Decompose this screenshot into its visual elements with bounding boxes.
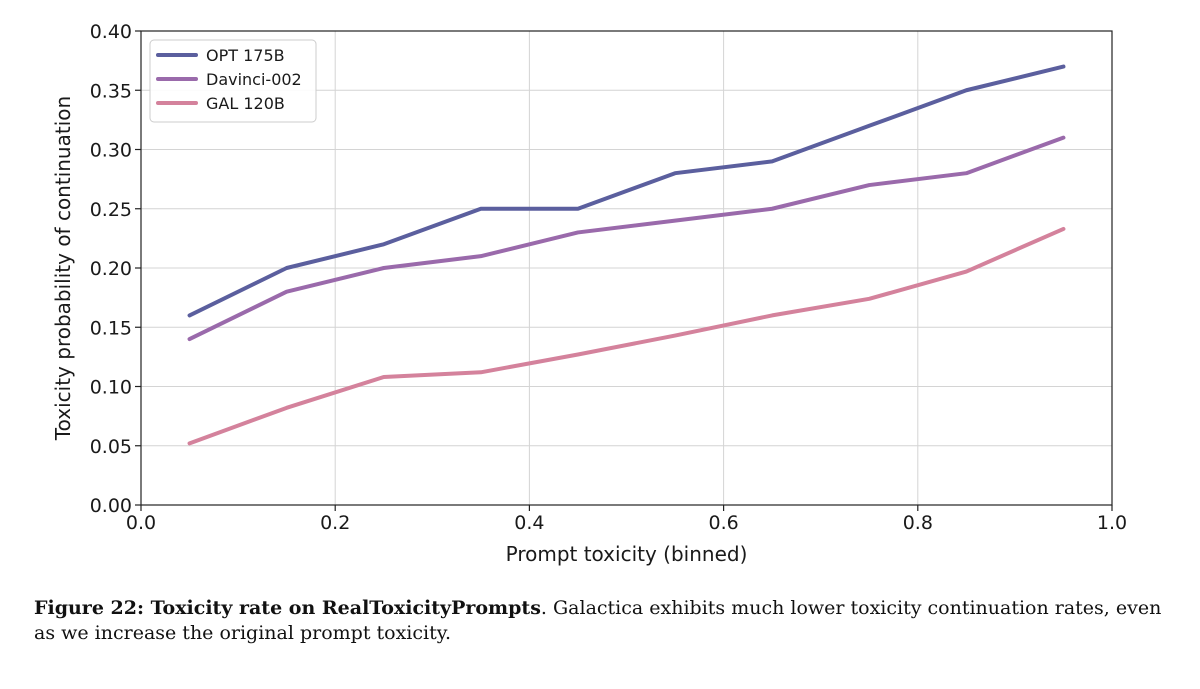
- legend: OPT 175B Davinci-002 GAL 120B: [149, 39, 317, 123]
- axis-ticks: 0.0 0.2 0.4 0.6 0.8 1.0 0.00 0.05 0.10 0.15 0.20 0.…: [90, 21, 1127, 534]
- series-line-opt-175b: [187, 64, 1066, 318]
- y-tick-label: 0.30: [90, 140, 132, 162]
- figure-caption: Figure 22: Toxicity rate on RealToxicity…: [34, 596, 1174, 646]
- x-tick-label: 0.0: [126, 512, 156, 534]
- y-tick-label: 0.25: [90, 199, 132, 221]
- x-tick-label: 0.6: [708, 512, 738, 534]
- y-axis-label: Toxicity probability of continuation: [51, 96, 75, 441]
- legend-label-opt-175b: OPT 175B: [206, 46, 285, 65]
- x-tick-label: 0.8: [903, 512, 933, 534]
- caption-text: . Galactica exhibits much lower toxicity…: [34, 597, 1162, 644]
- toxicity-line-chart: 0.0 0.2 0.4 0.6 0.8 1.0 0.00 0.05 0.10 0.15 0.20 0.…: [51, 21, 1127, 566]
- y-tick-label: 0.40: [90, 21, 132, 43]
- x-tick-label: 0.2: [320, 512, 350, 534]
- y-tick-label: 0.35: [90, 80, 132, 102]
- y-tick-label: 0.15: [90, 317, 132, 339]
- x-tick-label: 0.4: [514, 512, 544, 534]
- series-line-davinci-002: [187, 135, 1066, 342]
- series-lines: [187, 64, 1066, 446]
- y-tick-label: 0.00: [90, 495, 132, 517]
- series-line-gal-120b: [187, 226, 1066, 446]
- y-tick-label: 0.05: [90, 436, 132, 458]
- legend-label-davinci-002: Davinci-002: [206, 70, 302, 89]
- caption-label: Figure 22: Toxicity rate on RealToxicity…: [34, 597, 541, 619]
- x-tick-label: 1.0: [1097, 512, 1127, 534]
- legend-label-gal-120b: GAL 120B: [206, 94, 285, 113]
- y-tick-label: 0.10: [90, 377, 132, 399]
- x-axis-label: Prompt toxicity (binned): [506, 542, 748, 566]
- y-tick-label: 0.20: [90, 258, 132, 280]
